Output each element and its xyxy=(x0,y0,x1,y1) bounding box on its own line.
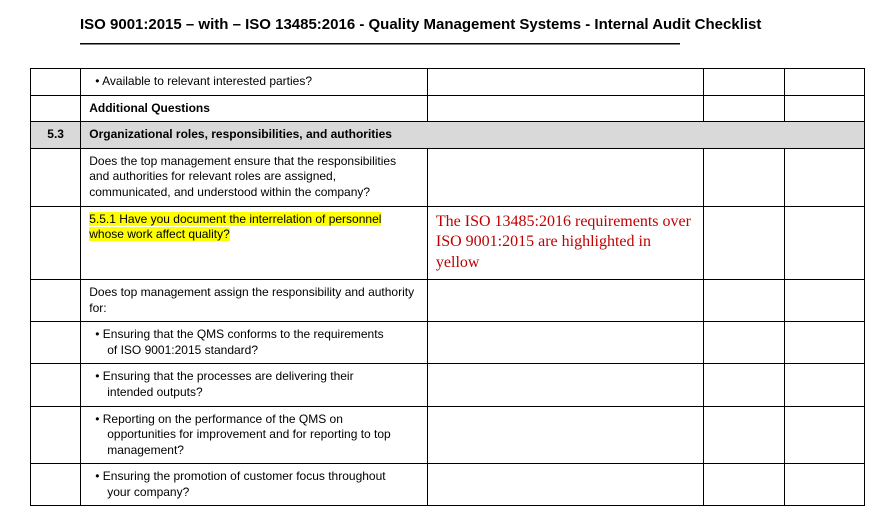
section-number: 5.3 xyxy=(31,122,81,149)
table-row: • Available to relevant interested parti… xyxy=(31,69,865,96)
checklist-table: • Available to relevant interested parti… xyxy=(30,68,865,506)
question-cell: Additional Questions xyxy=(81,95,428,122)
question-text: Additional Questions xyxy=(89,101,210,115)
row-number xyxy=(31,69,81,96)
table-row: Does the top management ensure that the … xyxy=(31,148,865,206)
result-cell xyxy=(784,464,864,506)
evidence-cell xyxy=(427,464,703,506)
evidence-cell xyxy=(427,95,703,122)
row-number xyxy=(31,95,81,122)
result-cell xyxy=(784,206,864,279)
result-cell xyxy=(704,406,784,464)
result-cell xyxy=(784,279,864,321)
question-cell: • Reporting on the performance of the QM… xyxy=(81,406,428,464)
document-page: ISO 9001:2015 – with – ISO 13485:2016 - … xyxy=(0,0,895,516)
table-row: Does top management assign the responsib… xyxy=(31,279,865,321)
question-cell: • Ensuring the promotion of customer foc… xyxy=(81,464,428,506)
question-text: your company? xyxy=(89,485,419,501)
question-cell: Does the top management ensure that the … xyxy=(81,148,428,206)
section-title: Organizational roles, responsibilities, … xyxy=(81,122,865,149)
result-cell xyxy=(784,322,864,364)
result-cell xyxy=(784,148,864,206)
question-text: Does top management assign the responsib… xyxy=(89,285,414,315)
result-cell xyxy=(704,95,784,122)
evidence-cell xyxy=(427,364,703,406)
question-cell: • Ensuring that the processes are delive… xyxy=(81,364,428,406)
question-cell: 5.5.1 Have you document the interrelatio… xyxy=(81,206,428,279)
evidence-cell xyxy=(427,148,703,206)
result-cell xyxy=(704,206,784,279)
row-number xyxy=(31,279,81,321)
question-text: • Available to relevant interested parti… xyxy=(89,74,419,90)
result-cell xyxy=(704,464,784,506)
row-number xyxy=(31,322,81,364)
question-text: • Ensuring the promotion of customer foc… xyxy=(89,469,419,485)
row-number xyxy=(31,464,81,506)
row-number xyxy=(31,364,81,406)
section-header-row: 5.3 Organizational roles, responsibiliti… xyxy=(31,122,865,149)
question-text: • Ensuring that the processes are delive… xyxy=(89,369,419,385)
document-title: ISO 9001:2015 – with – ISO 13485:2016 - … xyxy=(80,16,865,33)
table-row: Additional Questions xyxy=(31,95,865,122)
result-cell xyxy=(704,69,784,96)
question-cell: • Available to relevant interested parti… xyxy=(81,69,428,96)
evidence-cell: The ISO 13485:2016 requirements over ISO… xyxy=(427,206,703,279)
table-row: • Ensuring that the processes are delive… xyxy=(31,364,865,406)
result-cell xyxy=(784,95,864,122)
result-cell xyxy=(704,364,784,406)
question-text: opportunities for improvement and for re… xyxy=(89,427,419,443)
evidence-cell xyxy=(427,279,703,321)
table-row: • Ensuring the promotion of customer foc… xyxy=(31,464,865,506)
question-text: intended outputs? xyxy=(89,385,419,401)
result-cell xyxy=(704,322,784,364)
row-number xyxy=(31,406,81,464)
row-number xyxy=(31,148,81,206)
question-text: Does the top management ensure that the … xyxy=(89,154,396,199)
question-cell: Does top management assign the responsib… xyxy=(81,279,428,321)
result-cell xyxy=(784,69,864,96)
highlighted-question: 5.5.1 Have you document the interrelatio… xyxy=(89,212,381,242)
table-row: • Reporting on the performance of the QM… xyxy=(31,406,865,464)
question-text: • Ensuring that the QMS conforms to the … xyxy=(89,327,419,343)
question-text: of ISO 9001:2015 standard? xyxy=(89,343,419,359)
question-text: • Reporting on the performance of the QM… xyxy=(89,412,419,428)
result-cell xyxy=(704,279,784,321)
question-text: management? xyxy=(89,443,419,459)
table-row: 5.5.1 Have you document the interrelatio… xyxy=(31,206,865,279)
title-underline: ———————————————————————————————————————— xyxy=(80,35,865,52)
evidence-cell xyxy=(427,322,703,364)
annotation-text: The ISO 13485:2016 requirements over ISO… xyxy=(436,213,691,272)
row-number xyxy=(31,206,81,279)
table-row: • Ensuring that the QMS conforms to the … xyxy=(31,322,865,364)
question-cell: • Ensuring that the QMS conforms to the … xyxy=(81,322,428,364)
evidence-cell xyxy=(427,406,703,464)
result-cell xyxy=(784,364,864,406)
result-cell xyxy=(784,406,864,464)
result-cell xyxy=(704,148,784,206)
evidence-cell xyxy=(427,69,703,96)
